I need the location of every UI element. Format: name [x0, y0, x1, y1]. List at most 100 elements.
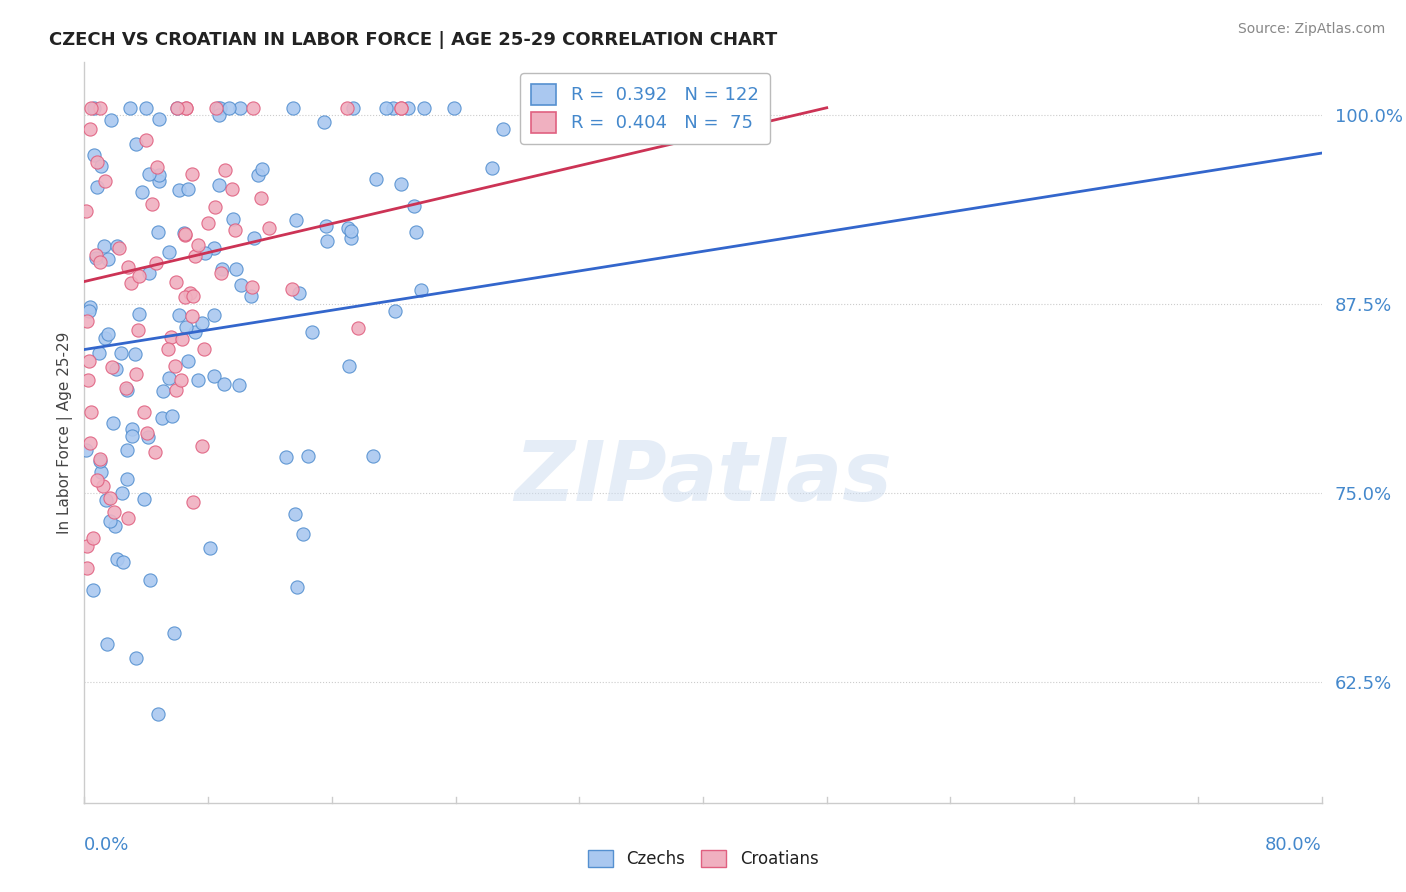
Point — [162, 409, 184, 424]
Point — [246, 168, 269, 182]
Point — [382, 101, 405, 115]
Point — [174, 101, 197, 115]
Point — [125, 367, 148, 381]
Point — [346, 321, 368, 335]
Point — [77, 353, 100, 368]
Point — [257, 220, 280, 235]
Text: 80.0%: 80.0% — [1265, 836, 1322, 854]
Point — [127, 323, 149, 337]
Point — [288, 286, 311, 301]
Point — [101, 360, 124, 375]
Point — [224, 223, 246, 237]
Point — [191, 439, 214, 453]
Text: ZIPatlas: ZIPatlas — [515, 436, 891, 517]
Point — [316, 234, 339, 248]
Point — [97, 252, 120, 266]
Point — [148, 112, 170, 126]
Point — [492, 122, 515, 136]
Point — [110, 345, 132, 359]
Point — [76, 561, 98, 575]
Point — [166, 101, 188, 115]
Point — [91, 479, 114, 493]
Point — [89, 345, 111, 359]
Point — [132, 492, 155, 507]
Point — [375, 101, 398, 115]
Point — [274, 450, 297, 464]
Point — [181, 289, 204, 303]
Point — [83, 147, 105, 161]
Point — [118, 101, 141, 115]
Point — [181, 495, 204, 509]
Point — [389, 101, 412, 115]
Point — [89, 254, 111, 268]
Point — [135, 133, 157, 147]
Point — [181, 167, 204, 181]
Point — [148, 174, 170, 188]
Point — [443, 101, 465, 115]
Point — [165, 359, 187, 373]
Point — [138, 266, 160, 280]
Point — [117, 260, 139, 274]
Point — [193, 342, 215, 356]
Legend: Czechs, Croatians: Czechs, Croatians — [581, 843, 825, 875]
Point — [157, 343, 180, 357]
Point — [412, 101, 434, 115]
Point — [75, 204, 97, 219]
Point — [243, 230, 266, 244]
Point — [101, 417, 124, 431]
Point — [131, 185, 153, 199]
Point — [143, 444, 166, 458]
Point — [211, 261, 233, 276]
Point — [177, 182, 200, 196]
Point — [297, 449, 319, 463]
Point — [228, 378, 250, 392]
Point — [337, 359, 360, 373]
Point — [86, 179, 108, 194]
Point — [184, 325, 207, 339]
Point — [340, 224, 363, 238]
Point — [124, 137, 146, 152]
Point — [121, 422, 143, 436]
Point — [86, 473, 108, 487]
Point — [218, 101, 240, 115]
Point — [208, 108, 231, 122]
Point — [170, 372, 193, 386]
Point — [121, 429, 143, 443]
Point — [89, 452, 111, 467]
Point — [148, 168, 170, 182]
Point — [250, 192, 273, 206]
Point — [340, 231, 363, 245]
Point — [77, 373, 100, 387]
Point — [391, 178, 413, 192]
Text: 0.0%: 0.0% — [84, 836, 129, 854]
Point — [208, 178, 231, 192]
Legend: R =  0.392   N = 122, R =  0.404   N =  75: R = 0.392 N = 122, R = 0.404 N = 75 — [520, 73, 769, 144]
Point — [314, 114, 336, 128]
Point — [90, 465, 112, 479]
Point — [209, 266, 232, 280]
Point — [94, 330, 117, 344]
Point — [174, 290, 197, 304]
Point — [157, 245, 180, 260]
Point — [186, 373, 208, 387]
Point — [183, 249, 205, 263]
Point — [138, 430, 160, 444]
Point — [281, 101, 304, 115]
Point — [139, 573, 162, 587]
Point — [221, 181, 243, 195]
Point — [202, 309, 225, 323]
Point — [124, 347, 146, 361]
Point — [124, 651, 146, 665]
Text: Source: ZipAtlas.com: Source: ZipAtlas.com — [1237, 22, 1385, 37]
Text: CZECH VS CROATIAN IN LABOR FORCE | AGE 25-29 CORRELATION CHART: CZECH VS CROATIAN IN LABOR FORCE | AGE 2… — [49, 31, 778, 49]
Point — [524, 103, 547, 117]
Point — [167, 308, 190, 322]
Point — [239, 288, 262, 302]
Point — [90, 159, 112, 173]
Point — [105, 552, 128, 566]
Point — [229, 101, 252, 115]
Point — [202, 369, 225, 384]
Point — [214, 163, 236, 178]
Point — [120, 276, 142, 290]
Point — [389, 101, 412, 115]
